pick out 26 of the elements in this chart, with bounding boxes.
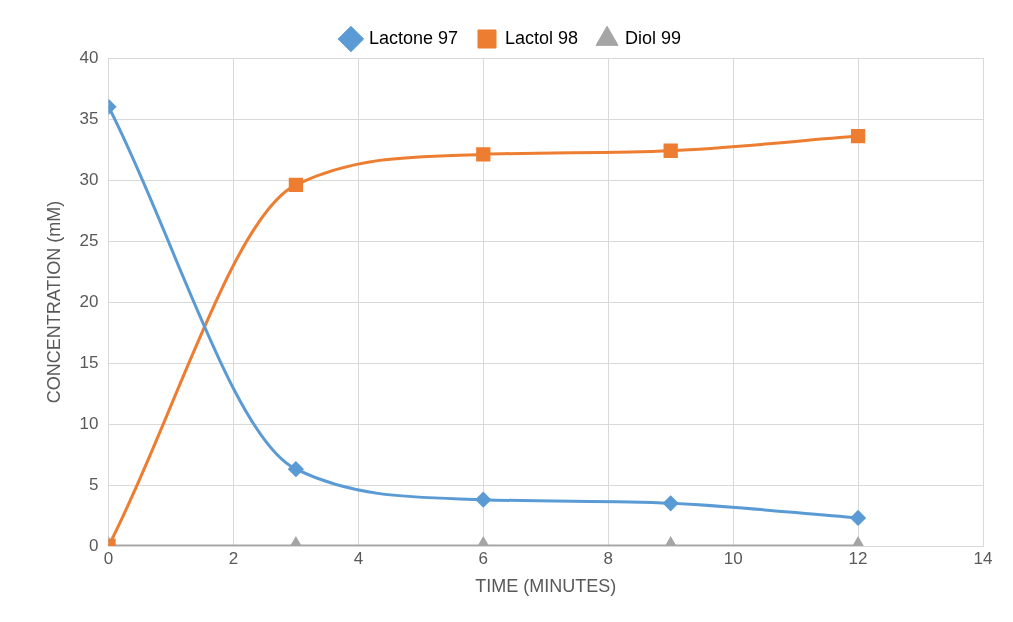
x-axis-title: TIME (MINUTES): [475, 576, 617, 597]
y-tick-label: 10: [79, 413, 99, 433]
x-tick-label: 4: [353, 548, 364, 568]
y-tick-label: 30: [79, 169, 99, 189]
x-tick-label: 2: [228, 548, 239, 568]
x-tick-label: 14: [973, 548, 993, 568]
point: [663, 143, 678, 158]
y-tick-label: 20: [79, 291, 99, 311]
legend-label: Lactone 97: [368, 27, 458, 48]
y-axis-title: CONCENTRATION (mM): [43, 200, 64, 404]
x-tick-label: 0: [103, 548, 114, 568]
y-tick-label: 25: [79, 230, 99, 250]
point: [850, 128, 866, 144]
y-tick-label: 15: [79, 352, 99, 372]
legend-label: Diol 99: [625, 27, 682, 48]
y-tick-label: 35: [79, 108, 99, 128]
x-tick-label: 12: [848, 548, 868, 568]
y-tick-label: 0: [89, 535, 99, 555]
legend-label: Lactol 98: [505, 27, 579, 48]
x-tick-label: 6: [478, 548, 489, 568]
x-tick-label: 8: [603, 548, 613, 568]
point: [288, 177, 304, 193]
y-tick-label: 40: [79, 47, 99, 67]
point: [476, 147, 491, 162]
y-tick-label: 5: [89, 474, 99, 494]
x-tick-label: 10: [723, 548, 743, 568]
